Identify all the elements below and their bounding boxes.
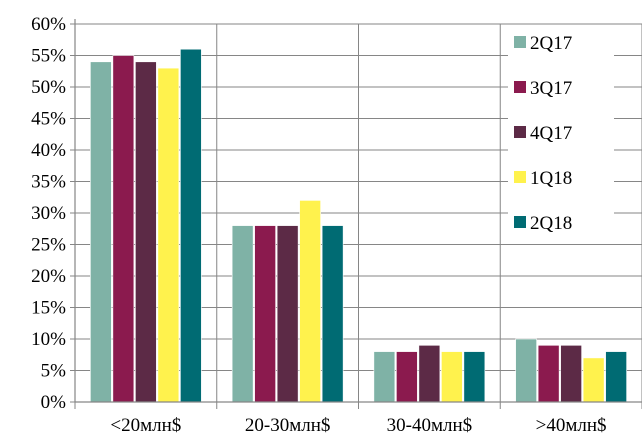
y-tick-label: 40%	[31, 140, 66, 161]
legend-swatch-2q18	[514, 216, 526, 228]
bar-1q18	[582, 357, 605, 403]
bar-1q18	[299, 200, 321, 403]
x-category-label: >40млн$	[536, 415, 607, 436]
bar-2q17	[515, 338, 537, 403]
y-axis-tick-labels: 0% 5% 10% 15% 20% 25% 30% 35% 40% 45% 50% 55% 60%	[31, 14, 66, 413]
y-tick-label: 10%	[31, 329, 66, 350]
y-tick-label: 45%	[31, 109, 66, 130]
bars	[90, 48, 627, 403]
x-category-label: <20млн$	[110, 415, 181, 436]
bar-2q17	[373, 351, 396, 403]
legend-label: 4Q17	[530, 123, 572, 144]
bar-3q17	[112, 55, 135, 403]
bar-3q17	[396, 351, 418, 403]
y-tick-label: 25%	[31, 235, 66, 256]
bar-2q18	[463, 351, 486, 403]
legend-swatch-4q17	[514, 126, 526, 138]
bar-3q17	[254, 225, 276, 403]
y-tick-label: 35%	[31, 172, 66, 193]
bar-2q18	[321, 225, 344, 403]
bar-1q18	[441, 351, 463, 403]
bar-3q17	[537, 344, 560, 403]
bar-4q17	[135, 61, 157, 403]
y-tick-label: 55%	[31, 46, 66, 67]
legend-swatch-1q18	[514, 171, 526, 183]
y-tick-label: 20%	[31, 266, 66, 287]
bar-2q17	[231, 225, 254, 403]
legend: 2Q17 3Q17 4Q17 1Q18 2Q18	[508, 26, 614, 244]
x-axis-category-labels: <20млн$ 20-30млн$ 30-40млн$ >40млн$	[110, 415, 606, 436]
y-tick-label: 5%	[41, 361, 67, 382]
legend-label: 1Q18	[530, 168, 572, 189]
legend-label: 2Q17	[530, 33, 572, 54]
x-category-label: 20-30млн$	[245, 415, 331, 436]
y-tick-label: 30%	[31, 203, 66, 224]
legend-swatch-2q17	[514, 36, 526, 48]
bar-1q18	[157, 67, 180, 403]
bar-2q17	[90, 61, 112, 403]
y-tick-label: 60%	[31, 14, 66, 35]
legend-label: 3Q17	[530, 78, 572, 99]
legend-swatch-3q17	[514, 81, 526, 93]
bar-2q18	[180, 48, 202, 403]
legend-label: 2Q18	[530, 213, 572, 234]
y-tick-label: 0%	[41, 392, 67, 413]
bar-2q18	[605, 351, 627, 403]
bar-4q17	[418, 344, 441, 403]
bar-4q17	[276, 225, 299, 403]
bar-4q17	[560, 344, 582, 403]
y-tick-label: 50%	[31, 77, 66, 98]
y-tick-label: 15%	[31, 298, 66, 319]
axes	[70, 19, 642, 409]
x-category-label: 30-40млн$	[387, 415, 473, 436]
